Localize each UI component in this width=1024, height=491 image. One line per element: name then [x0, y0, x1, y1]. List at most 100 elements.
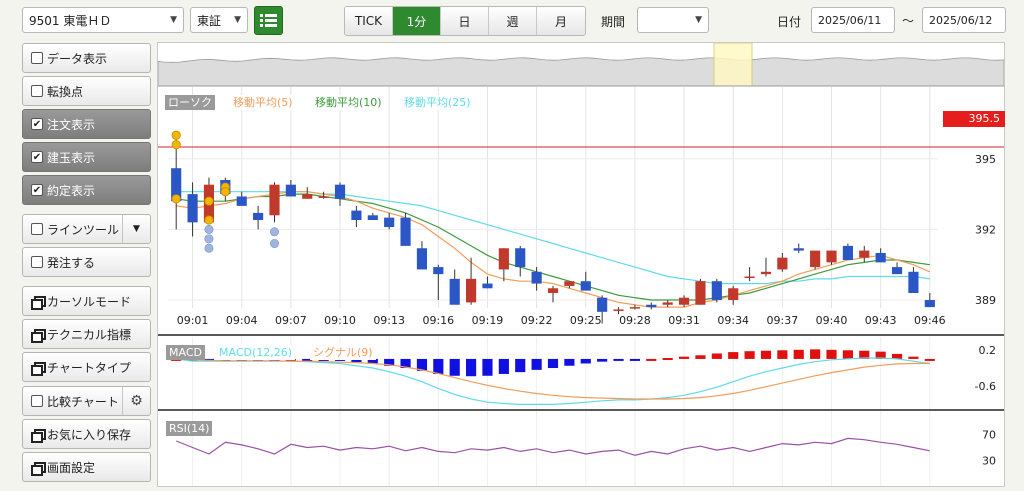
chevron-down-icon: ▼: [170, 15, 177, 25]
sidebar-item-line-tool[interactable]: ラインツール ▼: [22, 214, 151, 244]
macd-histogram-bar: [826, 349, 837, 359]
checkbox[interactable]: [31, 256, 43, 268]
y-tick-label: 392: [975, 223, 996, 236]
candle-body: [728, 288, 739, 301]
candle-body: [597, 297, 608, 312]
execution-marker: [220, 187, 230, 197]
sidebar-item-label: カーソルモード: [47, 294, 132, 309]
sidebar-item-label: お気に入り保存: [47, 427, 132, 442]
checkbox-checked[interactable]: ✔: [31, 151, 43, 163]
candle-body: [678, 297, 690, 305]
macd-histogram-bar: [760, 350, 772, 359]
popup-window-icon: [31, 428, 46, 443]
date-to-input[interactable]: 2025/06/12: [922, 7, 1006, 33]
legend-macd-params: MACD(12,26): [216, 345, 296, 360]
macd-histogram-bar: [384, 358, 395, 366]
sidebar-item-data-display[interactable]: データ表示: [22, 43, 151, 73]
x-tick-label: 09:40: [816, 314, 848, 327]
rsi-line: [175, 437, 930, 456]
tab-week[interactable]: 週: [489, 7, 537, 35]
x-tick-label: 09:25: [570, 314, 602, 327]
sidebar-item-turning-point[interactable]: 転換点: [22, 76, 151, 106]
x-tick-label: 09:34: [717, 314, 749, 327]
macd-histogram-bar: [597, 358, 608, 362]
legend-rsi: RSI(14): [166, 421, 213, 436]
sidebar-item-save-favorite[interactable]: お気に入り保存: [22, 419, 151, 449]
sidebar-item-comparison-chart[interactable]: 比較チャート ⚙: [22, 386, 151, 416]
sidebar-item-place-order[interactable]: 発注する: [22, 247, 151, 277]
macd-histogram-bar: [908, 356, 919, 359]
popup-window-icon: [31, 361, 46, 376]
popup-window-icon: [31, 328, 46, 343]
x-tick-label: 09:31: [668, 314, 700, 327]
symbol-select[interactable]: 9501 東電ＨＤ ▼: [22, 7, 184, 33]
candle-body: [613, 309, 624, 311]
checkbox-checked[interactable]: ✔: [31, 184, 43, 196]
sidebar-item-chart-type[interactable]: チャートタイプ: [22, 352, 151, 382]
signal-line: [176, 358, 930, 400]
sidebar-item-execution-display[interactable]: ✔ 約定表示: [22, 175, 151, 205]
chevron-down-icon[interactable]: ▼: [122, 215, 150, 243]
macd-histogram-bar: [531, 358, 542, 370]
macd-tick-label: -0.6: [975, 380, 996, 393]
sidebar-item-label: 建玉表示: [47, 150, 96, 165]
candle-body: [236, 196, 247, 206]
tab-tick[interactable]: TICK: [345, 7, 393, 35]
candle-body: [891, 267, 903, 275]
tab-month[interactable]: 月: [537, 7, 585, 35]
gear-icon[interactable]: ⚙: [122, 387, 150, 415]
chart-canvas[interactable]: 09:01 09:04 09:07 09:10 09:13 09:16 09:19 09:22…: [157, 42, 1005, 486]
ma10-line: [176, 193, 930, 301]
checkbox[interactable]: [31, 85, 43, 97]
macd-histogram-bar: [695, 355, 706, 359]
execution-marker: [171, 130, 181, 140]
candle-body: [842, 245, 853, 261]
market-select[interactable]: 東証 ▼: [190, 7, 248, 33]
sidebar-item-position-display[interactable]: ✔ 建玉表示: [22, 142, 151, 172]
checkbox[interactable]: [31, 395, 43, 407]
sidebar-item-label: ラインツール: [47, 222, 120, 237]
sidebar-item-screen-settings[interactable]: 画面設定: [22, 452, 151, 482]
ma25-line: [176, 191, 930, 285]
sidebar-item-label: データ表示: [47, 51, 108, 66]
macd-histogram-bar: [515, 358, 526, 373]
sidebar-item-technical-indicators[interactable]: テクニカル指標: [22, 319, 151, 349]
sidebar-item-cursor-mode[interactable]: カーソルモード: [22, 286, 151, 316]
overview-range-handle[interactable]: [713, 42, 753, 87]
date-from-input[interactable]: 2025/06/11: [811, 7, 895, 33]
overview-area: [157, 57, 1005, 87]
x-tick-label: 09:37: [767, 314, 799, 327]
candle-body: [629, 307, 640, 309]
candle-body: [334, 184, 346, 199]
macd-histogram-bar: [449, 358, 460, 376]
candle-body: [187, 194, 198, 223]
checkbox[interactable]: [31, 52, 43, 64]
candle-body: [253, 212, 264, 220]
checkbox[interactable]: [31, 223, 43, 235]
legend-ma10: 移動平均(10): [312, 95, 385, 110]
list-menu-button[interactable]: [254, 6, 283, 35]
chart-container[interactable]: 09:01 09:04 09:07 09:10 09:13 09:16 09:19 09:22…: [157, 42, 1005, 487]
macd-histogram-bar: [433, 358, 444, 374]
date-label: 日付: [777, 15, 802, 29]
x-tick-label: 09:13: [373, 314, 405, 327]
x-tick-label: 09:19: [472, 314, 504, 327]
candle-body: [318, 196, 329, 198]
overview-navigator[interactable]: [157, 42, 1005, 87]
period-select[interactable]: ▼: [637, 7, 709, 33]
tab-day[interactable]: 日: [441, 7, 489, 35]
macd-histogram-bar: [924, 358, 935, 361]
popup-window-icon: [31, 295, 46, 310]
symbol-label: 9501 東電ＨＤ: [29, 13, 112, 28]
macd-histogram-bar: [482, 358, 493, 376]
macd-histogram-bar: [498, 358, 509, 374]
macd-histogram-bar: [351, 358, 362, 363]
candle-body: [269, 184, 280, 216]
sidebar-item-order-display[interactable]: ✔ 注文表示: [22, 109, 151, 139]
candle-body: [433, 267, 444, 275]
candle-body: [171, 168, 182, 202]
interval-tabs: TICK 1分 日 週 月: [344, 6, 586, 36]
tab-1min[interactable]: 1分: [393, 7, 441, 35]
checkbox-checked[interactable]: ✔: [31, 118, 43, 130]
position-marker: [204, 224, 214, 234]
